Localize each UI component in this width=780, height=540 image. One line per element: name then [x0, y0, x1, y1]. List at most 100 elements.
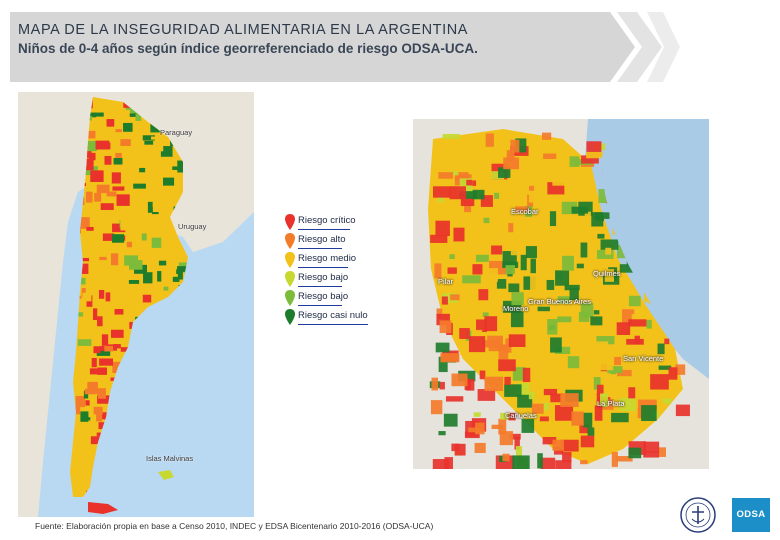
map-region	[628, 387, 636, 399]
map-region	[555, 460, 572, 469]
map-region	[546, 279, 555, 290]
map-region	[537, 306, 550, 312]
header-banner	[10, 12, 610, 82]
map-region	[143, 272, 153, 284]
map-region	[650, 374, 669, 390]
map-region	[152, 203, 165, 212]
map-region	[494, 192, 500, 199]
argentina-risk-map: Paraguay Uruguay Islas Malvinas	[18, 92, 254, 517]
map-region	[98, 422, 106, 430]
map-region	[78, 263, 89, 274]
map-region	[643, 292, 650, 303]
map-region	[105, 292, 111, 302]
map-region	[120, 219, 130, 231]
map-region	[596, 249, 614, 259]
map-region	[486, 235, 493, 245]
map-region	[464, 378, 471, 391]
map-region	[157, 271, 162, 282]
map-region	[447, 267, 457, 274]
map-region	[434, 263, 442, 279]
map-region	[177, 266, 188, 272]
map-region	[480, 195, 493, 207]
map-region	[126, 311, 132, 322]
map-region	[468, 427, 480, 433]
map-region	[517, 382, 530, 398]
map-region	[552, 179, 570, 186]
map-region	[114, 309, 124, 315]
map-region	[438, 431, 446, 436]
map-region	[504, 384, 522, 397]
map-region	[97, 395, 111, 404]
legend-label: Riesgo crítico	[298, 215, 356, 226]
map-region	[93, 308, 98, 320]
legend-label: Riesgo bajo	[298, 272, 349, 283]
map-label-moreno: Moreno	[503, 304, 529, 313]
map-region	[120, 139, 131, 147]
map-region	[668, 367, 678, 380]
map-pin-icon	[285, 290, 295, 306]
map-region	[100, 203, 114, 210]
map-region	[90, 113, 97, 118]
map-region	[564, 284, 580, 291]
map-region	[597, 362, 614, 371]
map-region	[579, 424, 589, 434]
map-region	[87, 381, 98, 393]
map-region	[505, 338, 512, 353]
map-region	[510, 139, 520, 153]
map-region	[521, 217, 529, 223]
map-region	[471, 299, 478, 305]
map-region	[438, 172, 454, 179]
map-region	[158, 254, 170, 264]
map-region	[569, 287, 579, 301]
map-region	[432, 459, 450, 469]
map-label-malvinas: Islas Malvinas	[146, 454, 194, 463]
university-seal-logo	[680, 497, 716, 533]
map-region	[451, 260, 467, 267]
map-region	[512, 455, 530, 469]
map-region	[154, 139, 164, 152]
river-water	[601, 119, 709, 369]
map-region	[489, 303, 502, 309]
map-region	[86, 226, 94, 231]
map-region	[474, 442, 486, 453]
map-region	[529, 307, 537, 319]
map-region	[542, 436, 557, 445]
map-region	[586, 151, 603, 159]
map-region	[82, 292, 92, 302]
map-region	[110, 253, 119, 266]
map-region	[576, 259, 592, 271]
map-region	[567, 356, 580, 369]
map-region	[488, 345, 507, 352]
map-region	[430, 234, 448, 243]
map-region	[503, 157, 520, 170]
map-region	[93, 346, 101, 354]
map-region	[91, 357, 97, 368]
map-region	[462, 275, 481, 284]
map-region	[552, 439, 564, 451]
map-legend: Riesgo crítico Riesgo alto Riesgo medio …	[284, 212, 384, 326]
map-region	[515, 206, 530, 213]
map-region	[557, 296, 571, 304]
map-region	[543, 402, 550, 411]
legend-item-alto: Riesgo alto	[284, 231, 384, 250]
map-region	[537, 453, 543, 469]
map-region	[98, 388, 106, 399]
map-region	[562, 452, 572, 463]
map-region	[100, 345, 105, 351]
map-region	[515, 446, 523, 459]
map-region	[508, 412, 516, 421]
source-note: Fuente: Elaboración propia en base a Cen…	[35, 521, 434, 531]
map-region	[73, 406, 81, 415]
map-region	[141, 233, 147, 241]
map-region	[531, 403, 544, 414]
map-region	[88, 152, 96, 161]
map-region	[628, 295, 641, 307]
map-region	[85, 191, 93, 203]
map-region	[444, 457, 453, 469]
map-region	[163, 286, 169, 291]
map-region	[530, 258, 536, 274]
map-region	[112, 186, 125, 191]
map-region	[75, 396, 86, 408]
map-region	[502, 453, 510, 462]
map-region	[163, 177, 175, 186]
